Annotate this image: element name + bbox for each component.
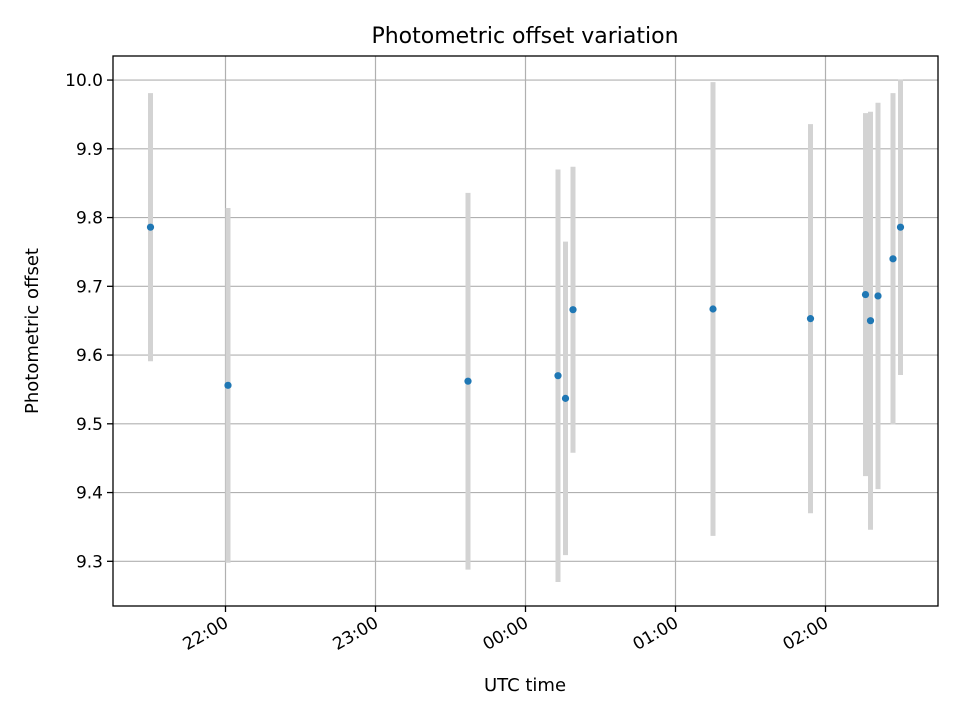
x-axis-label: UTC time <box>484 675 566 696</box>
y-tick-label: 9.5 <box>76 415 103 435</box>
y-tick-label: 9.8 <box>76 209 103 229</box>
data-point <box>806 315 815 323</box>
x-tick-label: 02:00 <box>780 613 832 655</box>
data-points <box>146 223 905 402</box>
data-point <box>889 255 897 263</box>
x-axis: 22:00 23:00 00:00 01:00 02:00 <box>180 606 832 655</box>
data-point <box>464 377 472 385</box>
y-tick-label: 9.4 <box>76 484 103 504</box>
x-tick-label: 23:00 <box>330 613 382 655</box>
data-point <box>866 317 875 325</box>
data-point <box>896 223 905 231</box>
data-point <box>874 292 882 300</box>
data-point <box>561 394 570 402</box>
x-tick-label: 00:00 <box>480 613 532 655</box>
x-tick-label: 22:00 <box>180 613 232 655</box>
y-axis: 9.3 9.4 9.5 9.6 9.7 9.8 9.9 10.0 <box>65 71 113 572</box>
data-point <box>146 223 155 231</box>
data-point <box>861 290 870 299</box>
grid <box>113 56 938 606</box>
y-tick-label: 9.6 <box>76 346 103 366</box>
y-tick-label: 9.9 <box>76 140 103 160</box>
x-tick-label: 01:00 <box>630 613 682 655</box>
y-tick-label: 10.0 <box>65 71 103 91</box>
y-tick-label: 9.3 <box>76 552 103 572</box>
y-tick-label: 9.7 <box>76 277 103 297</box>
y-axis-label: Photometric offset <box>22 248 43 414</box>
data-point <box>224 381 232 389</box>
data-point <box>569 306 577 314</box>
chart-title: Photometric offset variation <box>371 24 678 49</box>
data-point <box>554 372 562 380</box>
data-point <box>709 305 717 313</box>
